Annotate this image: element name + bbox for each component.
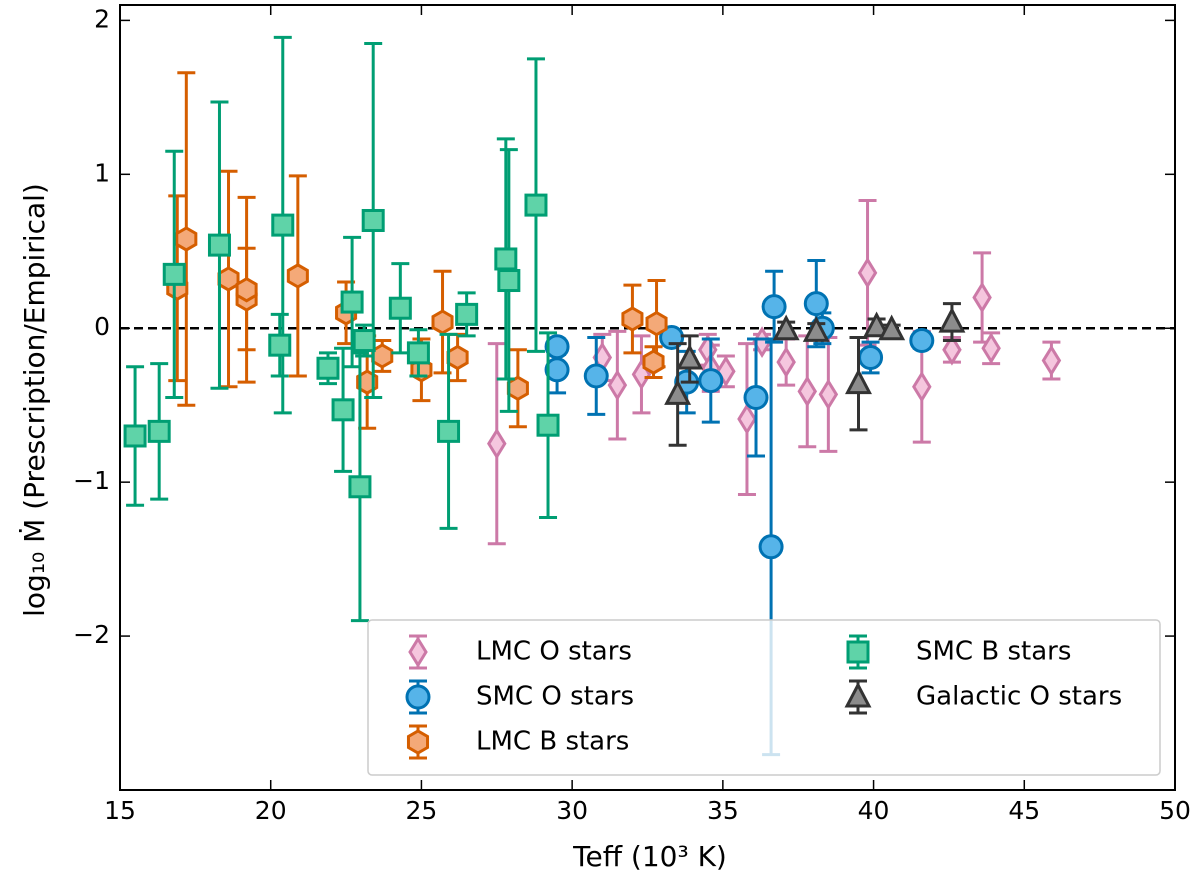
point [207,233,231,257]
x-tick-label: 25 [406,796,438,825]
point [758,534,784,560]
x-axis-label: Teff (10³ K) [572,840,727,873]
point [217,266,240,292]
y-tick-label: 2 [94,4,110,33]
x-tick-label: 45 [1008,796,1040,825]
plot-frame [119,4,1176,791]
point [858,344,884,370]
point [361,208,385,232]
point [268,333,292,357]
point [331,398,355,422]
point [664,379,692,405]
point [803,291,829,317]
y-tick-label: −2 [73,620,110,649]
point [802,316,830,342]
point [912,370,932,403]
point [316,356,340,380]
point [455,302,479,326]
point [437,419,461,443]
point [175,226,198,252]
point [607,369,628,402]
point [942,333,962,366]
point [487,427,507,460]
point [506,375,529,401]
x-tick-label: 35 [707,796,739,825]
point [494,247,518,271]
x-tick-label: 50 [1159,796,1191,825]
point [348,475,372,499]
x-tick-label: 20 [255,796,287,825]
point [271,213,295,237]
y-tick-label: 1 [94,158,110,187]
x-tick-label: 40 [858,796,890,825]
legend-label: Galactic O stars [916,682,1122,712]
point [583,363,609,389]
point [621,306,644,332]
point [147,419,171,443]
point [737,403,757,435]
point [544,357,570,383]
point [743,385,769,410]
point [797,375,818,408]
point [818,378,839,411]
point [972,281,992,314]
point [676,343,704,370]
legend-marker [844,681,872,708]
x-tick-label: 15 [104,796,136,825]
point [388,296,412,320]
legend-box [367,619,1161,776]
point [286,263,309,289]
point [857,256,878,289]
point [352,329,376,353]
legend-label: LMC B stars [476,727,629,757]
point [524,193,548,217]
point [909,328,935,354]
x-tick-label: 30 [556,796,588,825]
point [123,424,147,448]
point [938,306,966,333]
point [772,314,800,341]
point [845,368,872,395]
legend-marker [408,636,428,668]
legend-marker [406,729,430,755]
legend-label: LMC O stars [476,637,632,667]
point [878,314,906,341]
plot-area [123,35,1062,757]
y-tick-label: −1 [73,466,110,495]
point [446,344,469,371]
point [863,311,891,338]
point [536,413,560,437]
legend-label: SMC B stars [916,637,1071,667]
point [497,269,521,293]
y-tick-label: 0 [94,312,110,341]
legend: LMC O stars SMC O stars LMC B stars SMC B s… [367,619,1161,776]
point [235,277,258,303]
point [698,368,724,394]
point [776,346,796,378]
point [981,332,1001,365]
point [162,262,186,286]
point [761,294,787,320]
point [406,341,430,365]
point [642,349,665,375]
legend-marker [405,684,431,710]
y-axis-label: log₁₀ Ṁ (Prescription/Empirical) [18,183,51,617]
legend-label: SMC O stars [476,682,634,712]
point [645,310,668,337]
point [340,290,364,314]
point [431,309,454,335]
point [1041,344,1062,377]
legend-marker [846,640,870,664]
